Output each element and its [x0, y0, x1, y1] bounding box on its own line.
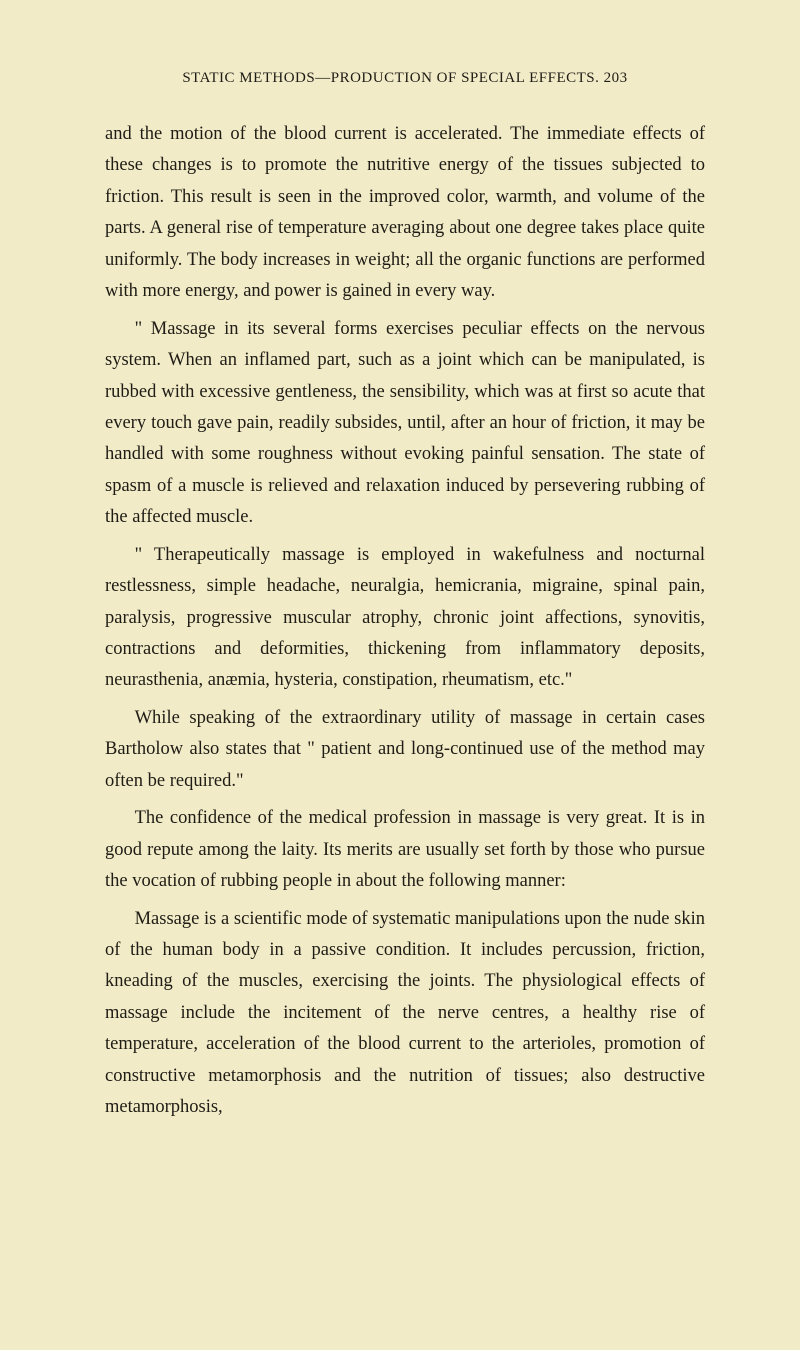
- paragraph: and the motion of the blood current is a…: [105, 119, 705, 308]
- paragraph: " Massage in its several forms exercises…: [105, 314, 705, 534]
- page: STATIC METHODS—PRODUCTION OF SPECIAL EFF…: [0, 0, 800, 1350]
- paragraph: " Therapeutically massage is employed in…: [105, 540, 705, 697]
- body-text: and the motion of the blood current is a…: [105, 119, 705, 1124]
- paragraph: The confidence of the medical profession…: [105, 803, 705, 897]
- running-head: STATIC METHODS—PRODUCTION OF SPECIAL EFF…: [105, 70, 705, 87]
- block-quote: Massage is a scientific mode of systemat…: [105, 904, 705, 1124]
- paragraph: While speaking of the extraordinary util…: [105, 703, 705, 797]
